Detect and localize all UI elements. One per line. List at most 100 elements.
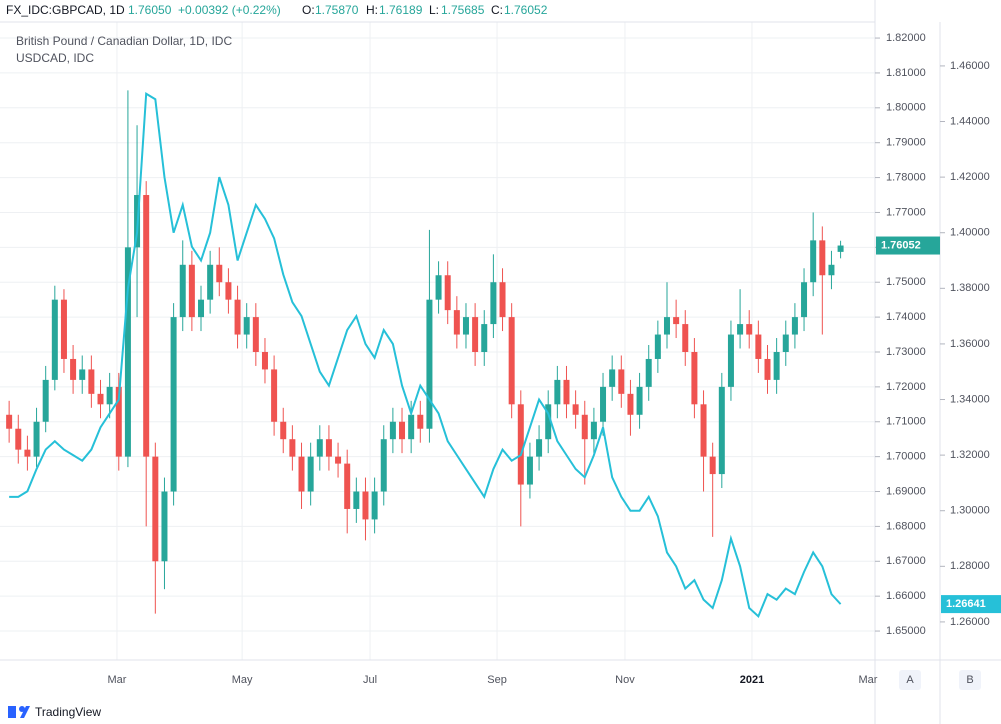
candle-body [188, 264, 195, 318]
candle-body [152, 456, 159, 562]
y2-tick-label: 1.34000 [950, 393, 990, 405]
candle-body [216, 264, 223, 283]
candle-body [472, 317, 479, 352]
candle-body [207, 264, 214, 300]
y2-tick-label: 1.44000 [950, 115, 990, 127]
candle-body [298, 456, 305, 492]
y2-tick-label: 1.36000 [950, 338, 990, 350]
price: 1.76050 [128, 3, 172, 17]
low: 1.75685 [441, 3, 485, 17]
x-tick-label: Nov [615, 674, 635, 686]
y-tick-label: 1.68000 [886, 520, 926, 532]
candle-body [198, 299, 205, 318]
y-tick-label: 1.66000 [886, 590, 926, 602]
y-tick-label: 1.65000 [886, 625, 926, 637]
candle-body [718, 386, 725, 475]
candle-body [737, 324, 744, 335]
candle-body [88, 369, 95, 394]
candle-body [97, 393, 104, 405]
scale-button[interactable] [959, 670, 981, 690]
candle-body [581, 414, 588, 440]
candle-body [389, 421, 396, 440]
scale-button[interactable] [899, 670, 921, 690]
scale-button-label[interactable]: B [966, 674, 973, 686]
candle-body [243, 317, 250, 335]
y-tick-label: 1.72000 [886, 381, 926, 393]
candle-body [417, 414, 424, 429]
candle-body [654, 334, 661, 359]
candle-body [773, 351, 780, 380]
candle-body [444, 275, 451, 311]
brand[interactable]: TradingView [8, 705, 101, 719]
y2-tick-label: 1.40000 [950, 227, 990, 239]
candle-body [70, 358, 77, 380]
candle-body [499, 282, 506, 318]
candle-body [426, 299, 433, 429]
y2-tick-label: 1.46000 [950, 60, 990, 72]
last-price-tag [941, 595, 1001, 614]
logo [20, 706, 30, 718]
candle-body [170, 317, 177, 492]
candle-body [435, 275, 442, 300]
y-tick-label: 1.80000 [886, 102, 926, 114]
y2-tick-label: 1.32000 [950, 449, 990, 461]
candle-body [636, 386, 643, 415]
candle-body [536, 439, 543, 457]
candle-body [261, 351, 268, 370]
line-series [9, 92, 842, 619]
y-tick-label: 1.82000 [886, 32, 926, 44]
close-label: C: [491, 3, 503, 17]
candle-body [563, 379, 570, 405]
close: 1.76052 [504, 3, 548, 17]
candle-body [380, 439, 387, 492]
candle-body [801, 282, 808, 318]
x-tick-label: Mar [859, 674, 878, 686]
candle-body [526, 456, 533, 485]
candle-body [15, 428, 22, 450]
candle-body [143, 195, 150, 457]
candle-body [60, 299, 67, 359]
y-tick-label: 1.69000 [886, 485, 926, 497]
candle-body [408, 414, 415, 440]
grid [0, 22, 875, 660]
high: 1.76189 [379, 3, 423, 17]
candle-body [554, 379, 561, 405]
open: 1.75870 [315, 3, 359, 17]
candle-body [106, 386, 113, 405]
last-price-tag [876, 236, 940, 255]
high-label: H: [366, 3, 378, 17]
candle-body [508, 317, 515, 405]
candle-body [6, 414, 13, 429]
candle-body [24, 449, 31, 457]
x-tick-label: Sep [487, 674, 507, 686]
logo [8, 706, 16, 718]
candle-body [353, 491, 360, 509]
x-tick-label: Mar [107, 674, 126, 686]
low-label: L: [429, 3, 439, 17]
candle-body [481, 324, 488, 352]
y2-tick-label: 1.26000 [950, 616, 990, 628]
candle-body [280, 421, 287, 440]
x-tick-label: Jul [363, 674, 377, 686]
candle-body [609, 369, 616, 387]
candle-body [179, 264, 186, 318]
symbol: FX_IDC:GBPCAD, 1D [6, 3, 125, 17]
candle-body [645, 358, 652, 387]
logo [19, 706, 25, 712]
candle-body [691, 351, 698, 405]
candle-body [325, 439, 332, 457]
candle-body [819, 240, 826, 276]
candle-body [709, 456, 716, 475]
candle-body [371, 491, 378, 520]
candle-body [316, 439, 323, 457]
scale-button-label[interactable]: A [906, 674, 914, 686]
candle-body [362, 491, 369, 520]
y2-tick-label: 1.28000 [950, 560, 990, 572]
candle-body [810, 240, 817, 283]
candle-body [545, 404, 552, 440]
candle-body [682, 324, 689, 352]
candle-body [791, 317, 798, 335]
candle-body [453, 310, 460, 335]
last-price-label: 1.76052 [881, 239, 921, 251]
candle-body [307, 456, 314, 492]
